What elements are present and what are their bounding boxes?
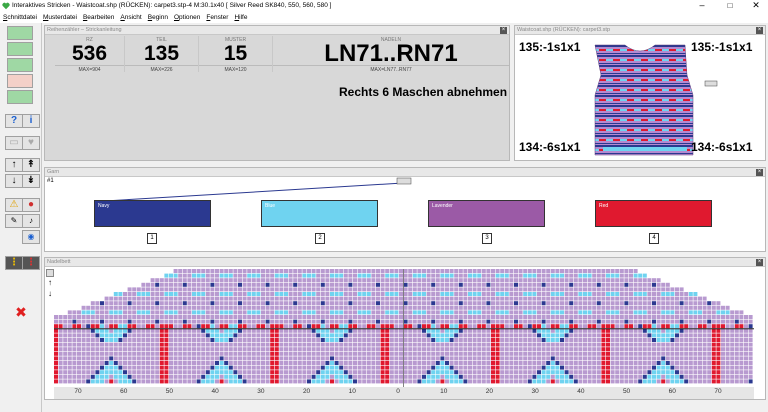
needle-bed-down-icon[interactable]: ↓ xyxy=(48,289,52,298)
menu-ansicht[interactable]: Ansicht xyxy=(120,14,142,21)
counter-rz: RZ 536 MAX=904 xyxy=(55,36,125,73)
counter-muster: MUSTER 15 MAX=120 xyxy=(199,36,273,73)
note-icon[interactable]: ♪ xyxy=(22,214,40,228)
menu-bearbeiten[interactable]: Bearbeiten xyxy=(82,14,115,21)
yarn-number-4: 4 xyxy=(649,233,659,244)
needle-axis-label: 10 xyxy=(348,388,356,395)
preview-title: Waistcoat.shp (RÜCKEN): carpet3.stp xyxy=(517,27,611,33)
close-button[interactable]: ✕ xyxy=(752,0,760,10)
yarn-number-1: 1 xyxy=(147,233,157,244)
panel-title: Reihenzähler – Strickanleitung xyxy=(47,27,122,33)
needle-axis-label: 50 xyxy=(165,388,174,395)
counter-teil: TEIL 135 MAX=226 xyxy=(125,36,199,73)
needle-bed-square-icon[interactable] xyxy=(46,269,54,277)
needle-axis-label: 70 xyxy=(74,388,82,395)
menu-fenster[interactable]: Fenster xyxy=(206,14,229,21)
arrow-up-top-icon[interactable]: ↟ xyxy=(22,158,40,172)
menu-musterdatei[interactable]: Musterdatei xyxy=(42,14,77,21)
yarn-number-3: 3 xyxy=(482,233,492,244)
yarn-close-icon[interactable]: × xyxy=(756,169,763,176)
menu-optionen[interactable]: Optionen xyxy=(173,14,201,21)
arrow-down-bottom-icon[interactable]: ↡ xyxy=(22,174,40,188)
yarn-swatch-navy[interactable]: Navy xyxy=(94,200,211,227)
yarn-swatch-lavender[interactable]: Lavender xyxy=(428,200,545,227)
heart-app-icon xyxy=(2,2,10,10)
preview-label-top-left: 135:-1s1x1 xyxy=(519,40,581,54)
needle-axis-label: 30 xyxy=(531,388,539,395)
info-icon[interactable]: i xyxy=(22,114,40,128)
knitting-pattern-grid xyxy=(54,269,754,387)
counter-nadeln: NADELN LN71..RN71 MAX=LN77..RN77 xyxy=(273,36,509,73)
minimize-button[interactable]: – xyxy=(699,0,705,10)
garment-front-icon[interactable] xyxy=(7,26,33,40)
needle-bed-close-icon[interactable]: × xyxy=(756,259,763,266)
needle-axis xyxy=(54,387,754,399)
needle-axis-label: 40 xyxy=(211,388,219,395)
traffic-light-2-icon[interactable]: ⋮ xyxy=(22,256,40,270)
needle-axis-label: 60 xyxy=(668,388,676,395)
needle-bed-title: Nadelbett xyxy=(47,259,71,265)
preview-close-icon[interactable]: × xyxy=(756,27,763,34)
pencil-icon[interactable]: ✎ xyxy=(5,214,23,228)
menu-beginn[interactable]: Beginn xyxy=(147,14,168,21)
needle-axis-label: 20 xyxy=(485,388,494,395)
arrow-up-icon[interactable]: ↑ xyxy=(5,158,23,172)
left-toolbar: ? i ▭ ♥ ↑ ↟ ↓ ↡ ⚠ ● ✎ ♪ ◉ ⋮ ⋮ ✖ xyxy=(0,23,42,412)
needle-axis-label: 0 xyxy=(396,388,400,395)
needle-axis-label: 70 xyxy=(714,388,722,395)
menu-schnittdatei[interactable]: Schnittdatei xyxy=(3,14,37,21)
cancel-x-icon[interactable]: ✖ xyxy=(8,305,34,320)
warning-icon[interactable]: ⚠ xyxy=(5,198,23,212)
needle-bed-up-icon[interactable]: ↑ xyxy=(48,278,52,287)
preview-label-top-right: 135:-1s1x1 xyxy=(691,40,753,54)
preview-label-bottom-right: 134:-6s1x1 xyxy=(691,140,753,154)
title-bar: Interaktives Stricken - Waistcoat.shp (R… xyxy=(0,0,768,12)
yarn-swatch-blue[interactable]: Blue xyxy=(261,200,378,227)
carriage-icon[interactable] xyxy=(7,90,33,104)
yarn-title: Garn xyxy=(47,169,60,175)
needle-axis-label: 50 xyxy=(622,388,631,395)
needles-icon[interactable] xyxy=(7,74,33,88)
preview-label-bottom-left: 134:-6s1x1 xyxy=(519,140,581,154)
needle-axis-label: 20 xyxy=(302,388,311,395)
yarn-feed-line xyxy=(104,177,412,202)
needle-axis-label: 40 xyxy=(577,388,585,395)
needle-axis-label: 60 xyxy=(120,388,128,395)
yarn-swatch-red[interactable]: Red xyxy=(595,200,712,227)
pattern-icon[interactable] xyxy=(7,58,33,72)
menu-bar: Schnittdatei Musterdatei Bearbeiten Ansicht… xyxy=(0,12,768,23)
maximize-button[interactable]: □ xyxy=(727,1,733,10)
window-title: Interaktives Stricken - Waistcoat.shp (R… xyxy=(12,2,332,9)
arrow-down-icon[interactable]: ↓ xyxy=(5,174,23,188)
bell-icon[interactable]: ● xyxy=(22,198,40,212)
yarn-row-label: #1 xyxy=(47,178,54,184)
counters-panel: Reihenzähler – Strickanleitung × RZ 536 … xyxy=(44,25,510,161)
knitting-instruction: Rechts 6 Maschen abnehmen xyxy=(339,85,508,99)
eye-icon[interactable]: ◉ xyxy=(22,230,40,244)
panel-close-icon[interactable]: × xyxy=(500,27,507,34)
preview-panel: Waistcoat.shp (RÜCKEN): carpet3.stp × 13… xyxy=(514,25,766,161)
menu-hilfe[interactable]: Hilfe xyxy=(234,14,248,21)
vest-preview xyxy=(594,44,718,156)
needle-bed-panel: Nadelbett × ↑ ↓ xyxy=(44,257,766,400)
garment-gray-icon[interactable]: ▭ xyxy=(5,136,23,150)
traffic-light-1-icon[interactable]: ⋮ xyxy=(5,256,23,270)
garment-shape-icon[interactable] xyxy=(7,42,33,56)
heart-gray-icon[interactable]: ♥ xyxy=(22,136,40,150)
needle-axis-label: 30 xyxy=(257,388,265,395)
needle-axis-label: 10 xyxy=(440,388,448,395)
yarn-number-2: 2 xyxy=(315,233,325,244)
help-icon[interactable]: ? xyxy=(5,114,23,128)
